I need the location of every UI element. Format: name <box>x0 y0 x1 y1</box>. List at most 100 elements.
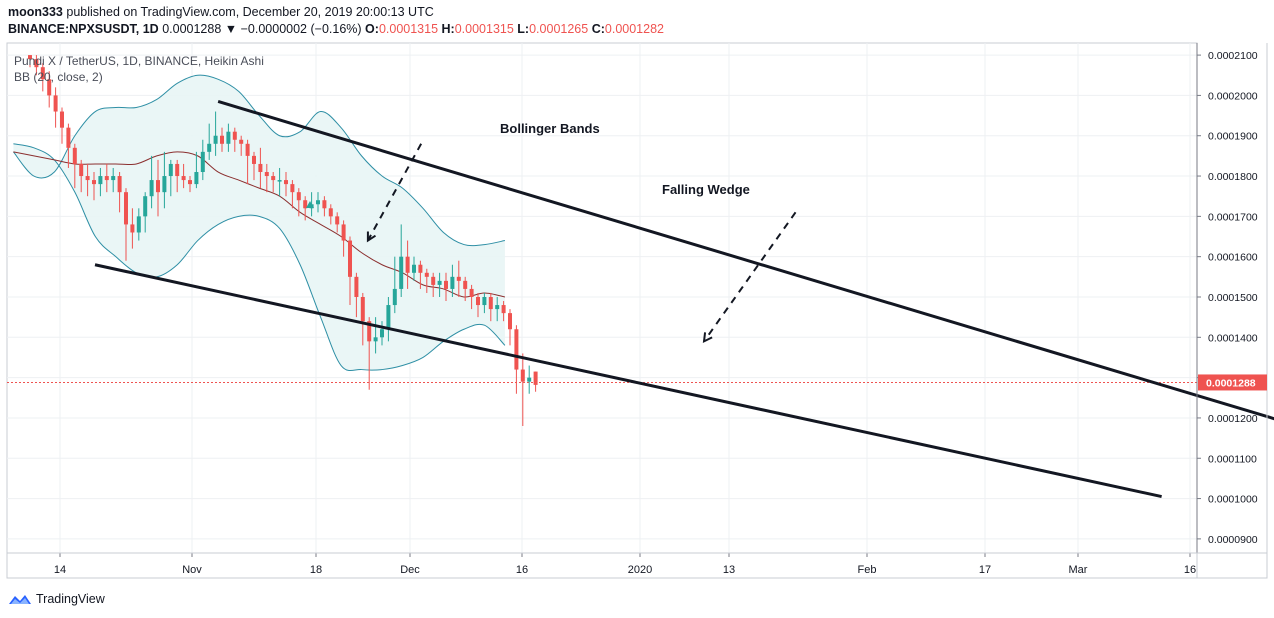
bb-fill <box>13 75 505 371</box>
y-tick-label: 0.0001900 <box>1208 131 1258 143</box>
annotation-wedge: Falling Wedge <box>662 182 750 197</box>
x-tick-label: 16 <box>516 564 528 576</box>
y-tick-label: 0.0001500 <box>1208 292 1258 304</box>
candle-body <box>117 176 122 193</box>
published-text: published on TradingView.com, December 2… <box>66 5 434 19</box>
candle-body <box>60 111 64 128</box>
candle-body <box>296 192 301 201</box>
y-tick-label: 0.0002100 <box>1208 50 1258 62</box>
footer: TradingView <box>8 592 105 606</box>
wedge-arrow-head-icon <box>702 332 713 344</box>
bollinger-bands <box>13 74 506 372</box>
candle-body <box>450 276 455 289</box>
candle-body <box>53 95 58 112</box>
candle-body <box>213 135 218 144</box>
signal-triangle-icon <box>306 201 314 208</box>
open-label: O: <box>365 22 379 36</box>
candle-body <box>501 305 506 314</box>
high-value: 0.0001315 <box>454 22 514 36</box>
candle-body <box>200 151 205 173</box>
candle-body <box>495 305 500 310</box>
candle-body <box>271 176 276 181</box>
legend-symbol: Pundi X / TetherUS, 1D, BINANCE, Heikin … <box>14 54 264 68</box>
candle-body <box>143 196 148 217</box>
wedge-lower-line <box>94 263 1162 499</box>
candle-body <box>28 55 32 60</box>
y-tick-label: 0.0001600 <box>1208 252 1258 264</box>
y-tick-label: 0.0002000 <box>1208 90 1258 102</box>
x-tick-label: Mar <box>1069 564 1088 576</box>
candle-body <box>92 180 96 185</box>
low-value: 0.0001265 <box>529 22 589 36</box>
publish-info: moon333 published on TradingView.com, De… <box>8 5 434 19</box>
y-tick-label: 0.0001700 <box>1208 211 1258 223</box>
y-tick-label: 0.0001800 <box>1208 171 1258 183</box>
chart-axes: 14 Nov 18 Dec 16 2020 13 Feb 17 Mar 16 0.0002100 0.0… <box>6 43 1268 579</box>
candle-body <box>463 280 468 289</box>
close-value: 0.0001282 <box>604 22 664 36</box>
candle-body <box>162 176 167 193</box>
candle-body <box>328 208 333 217</box>
candle-body <box>284 180 288 185</box>
candle-body <box>207 143 212 152</box>
candle-body <box>354 276 359 297</box>
candle-body <box>412 264 416 273</box>
candle-body <box>405 256 410 273</box>
candle-body <box>47 79 52 96</box>
candle-body <box>360 296 365 322</box>
bollinger-arrow-line <box>367 143 423 242</box>
candle-body <box>520 369 525 382</box>
wedge-arrow-line <box>703 211 797 342</box>
candle-body <box>303 200 308 209</box>
candle-body <box>456 276 461 281</box>
bollinger-arrow-head-icon <box>366 231 377 243</box>
y-tick-label: 0.0001000 <box>1208 494 1258 506</box>
x-tick-label: 17 <box>979 564 991 576</box>
low-label: L: <box>517 22 530 36</box>
price-change: ▼ −0.0000002 (−0.16%) <box>224 22 362 36</box>
candle-body <box>399 256 404 289</box>
candle-body <box>367 321 372 342</box>
candle-body <box>72 147 77 164</box>
close-label: C: <box>591 22 605 36</box>
brand-name: TradingView <box>36 592 105 606</box>
candle-body <box>424 272 429 277</box>
candle-body <box>373 337 378 342</box>
x-tick-label: Nov <box>182 564 202 576</box>
candle-body <box>124 192 128 225</box>
candle-body <box>316 200 320 205</box>
last-price: 0.0001288 <box>162 22 222 36</box>
y-tick-label: 0.0001100 <box>1208 453 1257 465</box>
candle-body <box>348 240 352 277</box>
y-tick-label: 0.0001200 <box>1208 413 1258 425</box>
drawings <box>94 100 1274 499</box>
candle-body <box>149 180 154 197</box>
candle-body <box>220 135 224 144</box>
candle-body <box>66 127 71 148</box>
candle-body <box>514 329 519 370</box>
candle-body <box>34 59 39 68</box>
candle-body <box>476 296 480 306</box>
candle-body <box>156 180 160 193</box>
candle-body <box>104 176 109 181</box>
candle-body <box>437 280 442 285</box>
high-label: H: <box>441 22 455 36</box>
symbol-info: BINANCE:NPXSUSDT, 1D 0.0001288 ▼ −0.0000… <box>8 22 664 36</box>
candle-body <box>98 176 103 185</box>
x-tick-label: 13 <box>723 564 735 576</box>
candle-body <box>488 296 493 310</box>
bb-basis-line <box>13 151 506 298</box>
candle-body <box>188 180 192 185</box>
candle-body <box>239 139 244 144</box>
candle-body <box>527 377 532 382</box>
candle-body <box>40 67 45 80</box>
candle-body <box>258 163 263 173</box>
candle-body <box>277 180 282 182</box>
candle-body <box>482 296 487 306</box>
x-tick-label: 2020 <box>628 564 652 576</box>
candle-body <box>392 288 397 306</box>
candle-body <box>341 224 346 241</box>
candle-body <box>322 200 327 209</box>
symbol-label: BINANCE:NPXSUSDT, 1D <box>8 22 159 36</box>
